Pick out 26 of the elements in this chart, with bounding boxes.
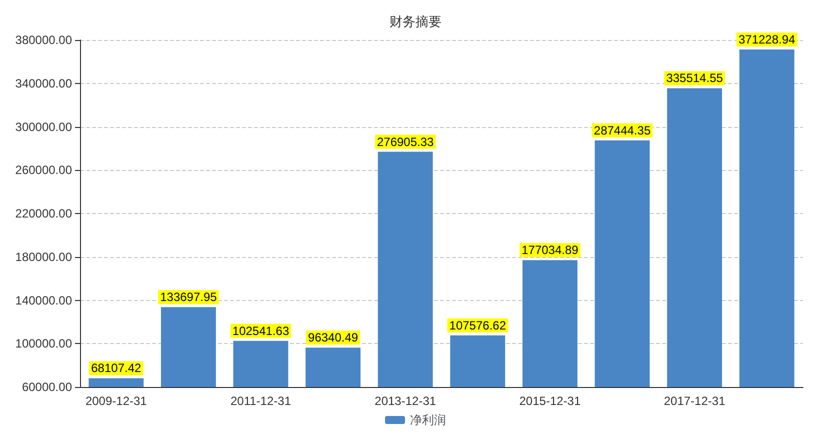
y-tick-label: 220000.00	[15, 206, 72, 220]
y-tick-label: 380000.00	[15, 33, 72, 47]
legend-label: 净利润	[410, 413, 446, 427]
x-tick-label: 2011-12-31	[230, 394, 292, 408]
y-tick-label: 60000.00	[22, 380, 72, 394]
y-tick-label: 340000.00	[15, 76, 72, 90]
data-label: 68107.42	[91, 361, 142, 376]
data-label: 371228.94	[738, 32, 796, 47]
x-tick-label: 2013-12-31	[374, 394, 436, 408]
y-tick-label: 180000.00	[15, 250, 72, 264]
data-label: 335514.55	[666, 71, 724, 86]
x-tick-label: 2017-12-31	[664, 394, 726, 408]
x-tick-label: 2009-12-31	[85, 394, 148, 408]
data-label: 133697.95	[160, 290, 218, 304]
chart-title: 财务摘要	[390, 14, 442, 29]
data-label: 102541.63	[232, 324, 290, 338]
y-tick-label: 260000.00	[15, 163, 72, 178]
data-label: 287444.35	[594, 123, 651, 138]
data-label: 276905.33	[376, 134, 434, 149]
data-label: 96340.49	[308, 330, 358, 345]
data-label: 107576.62	[449, 318, 506, 332]
x-tick-label: 2015-12-31	[519, 394, 581, 408]
y-tick-label: 300000.00	[15, 120, 72, 134]
y-tick-label: 140000.00	[15, 293, 72, 308]
y-tick-label: 100000.00	[15, 336, 72, 351]
data-label: 177034.89	[522, 243, 579, 258]
